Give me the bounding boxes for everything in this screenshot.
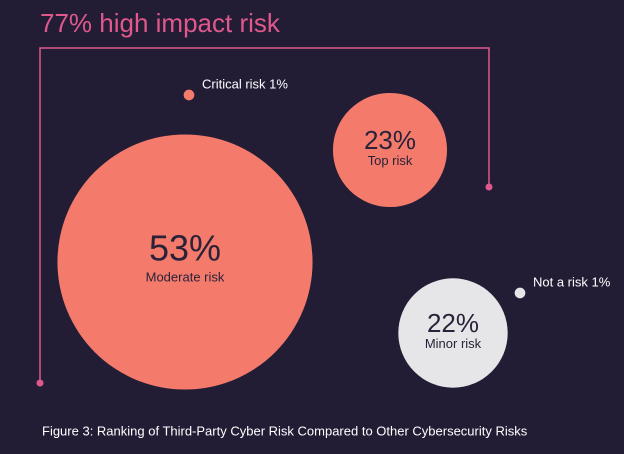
- category-label: Critical risk 1%: [202, 76, 288, 91]
- category-label: Minor risk: [425, 336, 482, 351]
- bracket: [39, 47, 490, 383]
- caption: Figure 3: Ranking of Third-Party Cyber R…: [42, 423, 528, 438]
- category-label: Moderate risk: [146, 270, 225, 285]
- category-label: Top risk: [368, 153, 413, 168]
- bubble: [183, 89, 195, 101]
- value-label: 23%: [364, 125, 416, 155]
- bubble: [57, 134, 313, 390]
- category-label: Not a risk 1%: [533, 274, 611, 289]
- bubble: [514, 287, 526, 299]
- bubble: [398, 278, 508, 388]
- bubble: [332, 92, 448, 208]
- bracket-end: [485, 183, 493, 191]
- value-label: 53%: [149, 228, 221, 269]
- value-label: 22%: [427, 308, 479, 338]
- bracket-end: [36, 379, 44, 387]
- chart-title: 77% high impact risk: [40, 8, 281, 38]
